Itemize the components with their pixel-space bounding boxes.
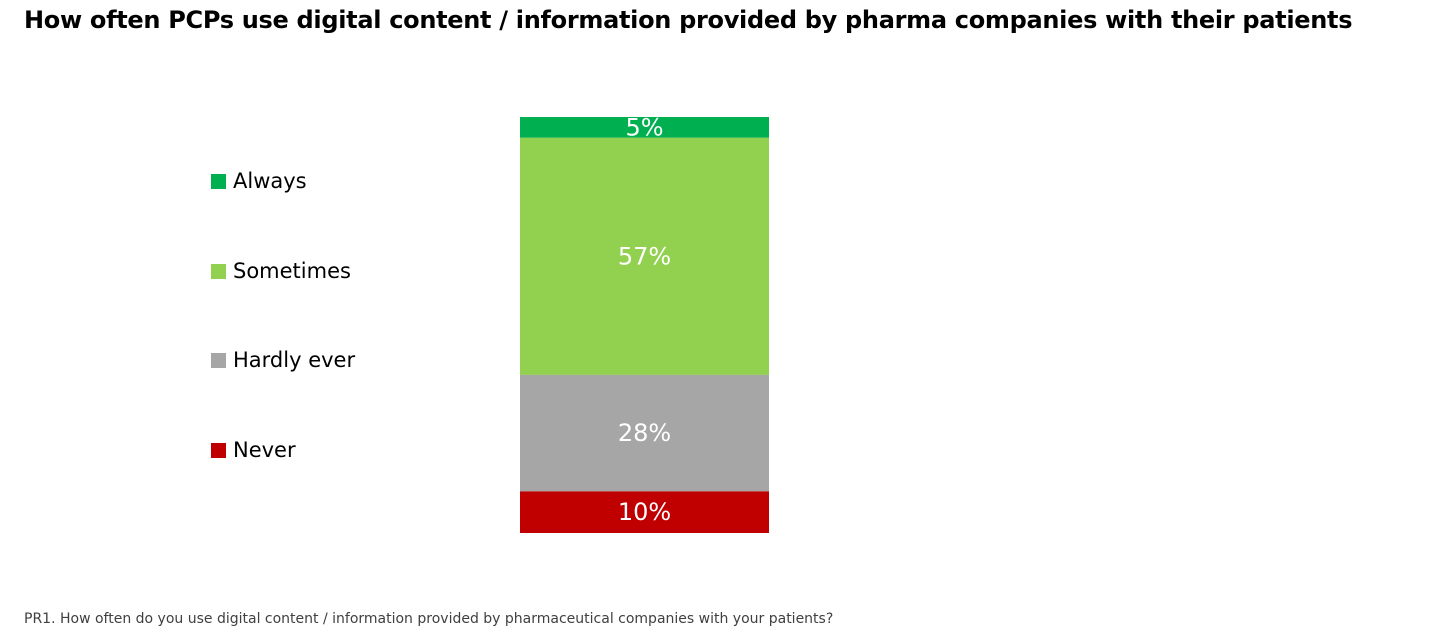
legend-label-never: Never xyxy=(233,438,296,462)
footnote: PR1. How often do you use digital conten… xyxy=(24,611,834,627)
legend-item-hardly-ever: Hardly ever xyxy=(211,345,355,375)
bar-segment-hardly-ever xyxy=(520,374,769,492)
legend-swatch-sometimes xyxy=(211,263,226,279)
legend-item-never: Never xyxy=(211,435,296,465)
legend-label-always: Always xyxy=(233,169,307,193)
bar-segments xyxy=(520,117,769,533)
legend-swatch-hardly-ever xyxy=(211,352,226,368)
data-labels: 5% 57% 28% 10% xyxy=(618,113,671,526)
bar-segment-always xyxy=(520,117,769,138)
legend-item-always: Always xyxy=(211,166,307,196)
legend-swatch-always xyxy=(211,173,226,189)
legend-item-sometimes: Sometimes xyxy=(211,256,351,286)
chart-title: How often PCPs use digital content / inf… xyxy=(24,6,1353,34)
data-label-sometimes: 57% xyxy=(618,242,671,270)
legend-label-sometimes: Sometimes xyxy=(233,259,351,283)
data-label-hardly-ever: 28% xyxy=(618,419,671,447)
legend-swatch-never xyxy=(211,442,226,458)
bar-segment-sometimes xyxy=(520,137,769,375)
bar-segment-never xyxy=(520,491,769,533)
data-label-always: 5% xyxy=(625,113,663,141)
legend-label-hardly-ever: Hardly ever xyxy=(233,348,356,372)
data-label-never: 10% xyxy=(618,498,671,526)
